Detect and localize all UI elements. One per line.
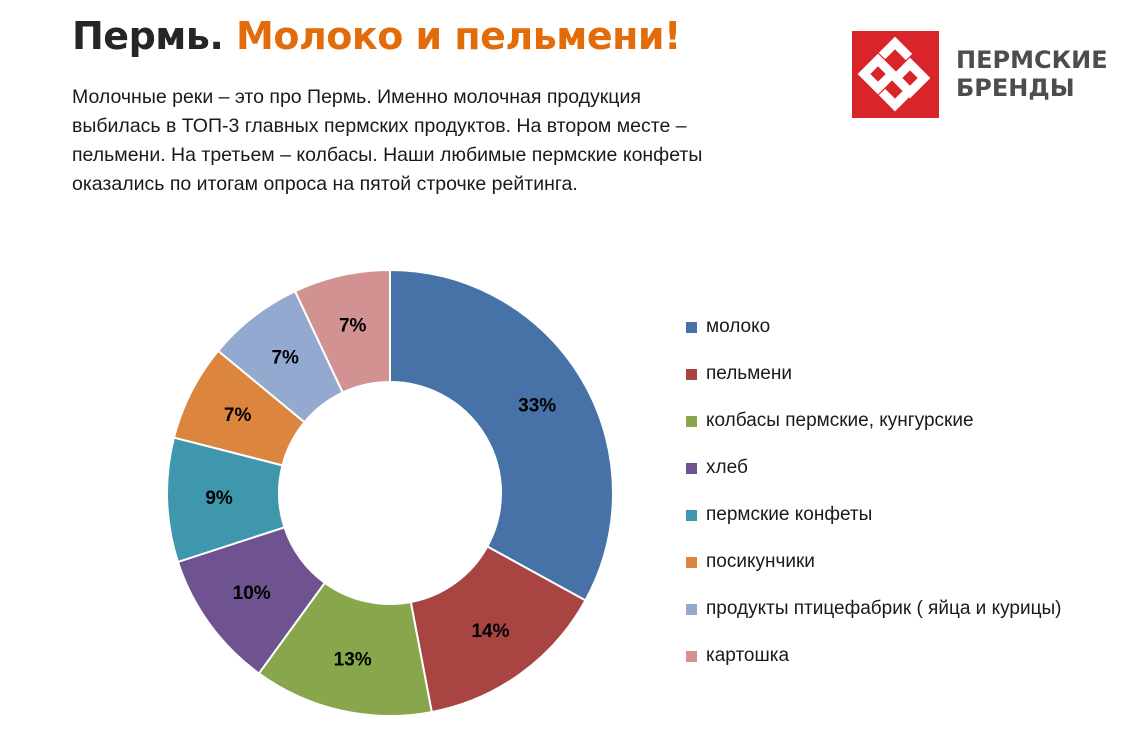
legend-swatch [686, 322, 697, 333]
intro-line: оказались по итогам опроса на пятой стро… [72, 173, 578, 195]
slice-data-label: 10% [233, 583, 271, 604]
title-city: Пермь. [72, 14, 224, 58]
legend-label: молоко [706, 316, 771, 337]
logo-line: БРЕНДЫ [956, 74, 1075, 102]
slice-data-label: 7% [271, 347, 299, 368]
legend-swatch [686, 463, 697, 474]
legend-swatch [686, 651, 697, 662]
legend-label: хлеб [706, 457, 748, 478]
intro-line: пельмени. На третьем – колбасы. Наши люб… [72, 144, 703, 166]
title-accent: Молоко и пельмени! [236, 14, 681, 58]
logo-line: ПЕРМСКИЕ [956, 46, 1108, 74]
legend-swatch [686, 416, 697, 427]
legend-label: пельмени [706, 363, 792, 384]
legend-swatch [686, 369, 697, 380]
slice-data-label: 13% [334, 649, 372, 670]
donut-slice [293, 268, 391, 394]
legend-label: посикунчики [706, 551, 815, 572]
legend-swatch [686, 604, 697, 615]
page-title: Пермь. Молоко и пельмени! [72, 14, 681, 58]
slice-data-label: 33% [518, 395, 556, 416]
legend-label: колбасы пермские, кунгурские [706, 410, 974, 431]
legend-swatch [686, 557, 697, 568]
logo-wordmark: ПЕРМСКИЕ БРЕНДЫ [956, 46, 1143, 102]
legend-label: картошка [706, 645, 790, 666]
intro-line: выбилась в ТОП-3 главных пермских продук… [72, 115, 687, 137]
heart-link-icon [857, 36, 931, 112]
slice-data-label: 9% [205, 488, 233, 509]
legend-label: пермские конфеты [706, 504, 873, 525]
intro-line: Молочные реки – это про Пермь. Именно мо… [72, 86, 641, 108]
slice-data-label: 7% [224, 405, 252, 426]
donut-slice [389, 268, 614, 602]
intro-text: Молочные реки – это про Пермь. Именно мо… [72, 83, 792, 199]
legend-swatch [686, 510, 697, 521]
slice-data-label: 14% [471, 621, 509, 642]
logo-badge [852, 31, 939, 118]
legend-label: продукты птицефабрик ( яйца и курицы) [706, 598, 1062, 619]
slice-data-label: 7% [339, 316, 367, 337]
